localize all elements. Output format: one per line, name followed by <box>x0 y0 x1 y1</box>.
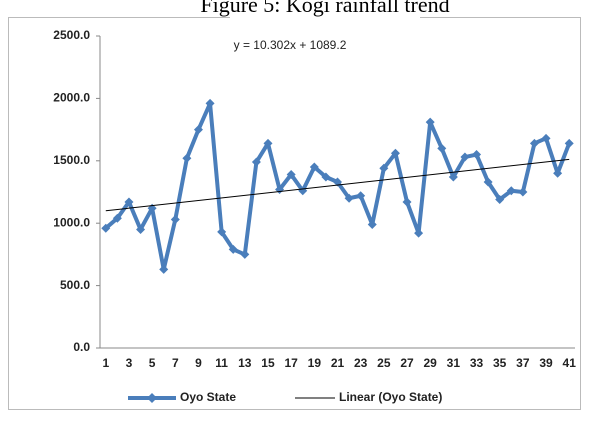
data-point <box>170 214 180 224</box>
legend-label: Linear (Oyo State) <box>339 390 442 404</box>
data-point <box>182 153 192 163</box>
y-tick-label: 2000.0 <box>53 91 90 105</box>
data-point <box>193 125 203 135</box>
x-tick-label: 37 <box>516 356 530 370</box>
data-point <box>483 177 493 187</box>
data-point <box>321 172 331 182</box>
data-point <box>251 157 261 167</box>
data-point <box>518 187 528 197</box>
data-point <box>541 133 551 143</box>
x-tick-label: 13 <box>238 356 252 370</box>
x-tick-label: 29 <box>424 356 438 370</box>
x-tick-label: 19 <box>308 356 322 370</box>
data-point <box>460 152 470 162</box>
x-tick-label: 1 <box>102 356 109 370</box>
x-tick-label: 31 <box>447 356 461 370</box>
x-tick-label: 33 <box>470 356 484 370</box>
x-tick-label: 27 <box>400 356 414 370</box>
data-point <box>553 168 563 178</box>
data-point <box>495 194 505 204</box>
x-tick-label: 11 <box>215 356 228 370</box>
y-tick-label: 0.0 <box>73 340 90 354</box>
data-point <box>414 228 424 238</box>
x-tick-label: 39 <box>539 356 553 370</box>
data-point <box>333 177 342 187</box>
x-tick-label: 35 <box>493 356 507 370</box>
x-tick-label: 5 <box>149 356 156 370</box>
data-point <box>205 98 215 108</box>
data-point <box>344 193 354 203</box>
data-point <box>217 227 227 237</box>
data-point <box>112 213 122 223</box>
data-point <box>356 191 366 201</box>
trendline <box>105 158 570 212</box>
y-tick-label: 1000.0 <box>53 215 90 229</box>
data-point <box>437 143 447 153</box>
x-tick-label: 15 <box>261 356 275 370</box>
data-point <box>448 172 458 182</box>
data-point <box>136 224 146 234</box>
x-tick-label: 9 <box>195 356 202 370</box>
data-point <box>506 186 516 196</box>
data-point <box>379 163 389 173</box>
data-point <box>101 223 111 233</box>
x-tick-label: 21 <box>331 356 345 370</box>
data-point <box>367 219 377 229</box>
legend-marker <box>147 393 157 403</box>
data-point <box>124 197 134 207</box>
y-tick-label: 1500.0 <box>53 153 90 167</box>
data-point <box>425 117 435 127</box>
data-point <box>529 138 539 148</box>
chart-title: Figure 5: Kogi rainfall trend <box>200 0 449 17</box>
x-tick-label: 23 <box>354 356 368 370</box>
x-tick-label: 3 <box>126 356 133 370</box>
data-point <box>159 264 169 274</box>
x-tick-label: 25 <box>377 356 391 370</box>
data-point <box>472 150 482 160</box>
data-point <box>402 197 412 207</box>
trend-equation: y = 10.302x + 1089.2 <box>234 38 347 52</box>
x-tick-label: 7 <box>172 356 179 370</box>
data-point <box>228 244 238 254</box>
y-tick-label: 2500.0 <box>53 28 90 42</box>
legend-label: Oyo State <box>180 390 236 404</box>
title-backdrop <box>230 0 420 18</box>
data-point <box>240 249 250 259</box>
x-tick-label: 17 <box>284 356 298 370</box>
data-point <box>309 162 319 172</box>
data-point <box>286 170 296 180</box>
x-tick-label: 41 <box>563 356 577 370</box>
data-point <box>390 148 400 158</box>
y-tick-label: 500.0 <box>60 278 90 292</box>
data-point <box>263 138 273 148</box>
chart-frame <box>8 17 581 410</box>
data-point <box>564 138 574 148</box>
